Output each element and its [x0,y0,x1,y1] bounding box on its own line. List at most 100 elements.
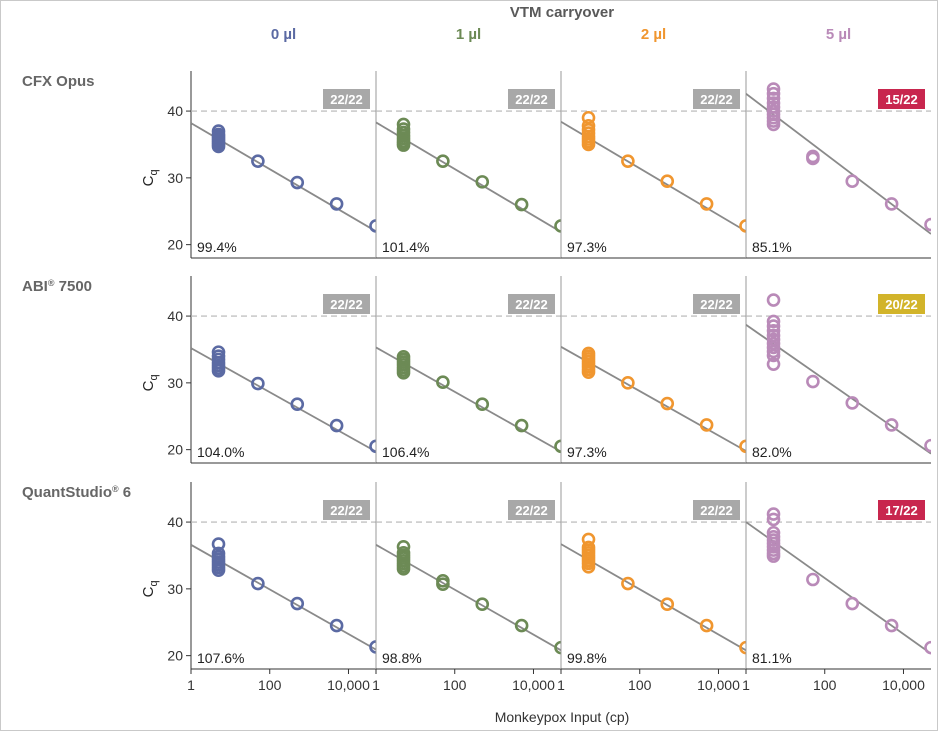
detection-badge [693,294,740,314]
data-point [766,348,781,363]
row-label: QuantStudio® 6 [22,484,131,501]
data-point [211,364,226,378]
detection-badge [508,500,555,520]
data-point [211,139,226,154]
data-point [369,219,376,233]
detection-badge [323,294,370,314]
data-point [699,418,714,432]
x-axis-title: Monkeypox Input (cp) [495,709,630,725]
x-tick-label: 100 [443,677,467,693]
y-tick-label: 40 [167,514,183,530]
data-point [251,376,265,391]
row-label: CFX Opus [22,73,95,90]
detection-badge [878,89,925,109]
efficiency-label: 82.0% [752,444,792,460]
data-point [290,175,305,190]
efficiency-label: 101.4% [382,239,429,255]
efficiency-label: 81.1% [752,650,792,666]
detection-badge [693,89,740,109]
y-axis-title: Cq [140,169,160,186]
data-point [845,174,860,188]
data-point [396,138,411,152]
data-point [514,418,529,433]
x-tick-label: 1 [742,677,750,693]
y-axis-title: Cq [140,580,160,597]
data-point [766,507,781,521]
data-point [660,174,675,188]
data-point [436,154,450,168]
data-point [621,376,635,390]
data-point [329,418,344,433]
detection-badge-label: 22/22 [330,297,363,312]
detection-badge [508,89,555,109]
detection-badge [878,294,925,314]
data-point [766,549,781,563]
plot-layer: 0 µl 1 µl 2 µl 5 µl CFX Opus ABI® 7500 QuantSt… [22,26,931,693]
efficiency-label: 107.6% [197,650,244,666]
detection-badge-label: 22/22 [700,297,733,312]
column-label: 2 µl [641,26,666,43]
data-point [329,618,344,633]
efficiency-label: 99.8% [567,650,607,666]
efficiency-label: 97.3% [567,239,607,255]
data-point [699,197,714,211]
data-point [739,439,746,454]
y-tick-label: 20 [167,237,183,253]
data-point [396,562,411,576]
detection-badge-label: 17/22 [885,503,918,518]
data-point [766,340,781,355]
x-tick-label: 1 [372,677,380,693]
data-point [436,375,450,389]
data-point [766,323,781,338]
data-point [554,640,561,655]
data-point [251,154,265,168]
data-point [475,597,490,612]
detection-badge [693,500,740,520]
data-point [211,537,226,551]
data-point [924,438,931,453]
data-point [660,597,675,612]
y-tick-label: 30 [167,170,183,186]
x-tick-label: 10,000 [882,677,925,693]
detection-badge-label: 22/22 [700,92,733,107]
data-point [581,560,596,574]
detection-badge [878,500,925,520]
data-point [699,618,714,633]
data-point [475,397,490,412]
data-point [766,357,781,371]
y-tick-label: 20 [167,648,183,664]
data-point [739,640,746,655]
data-point [290,397,305,412]
efficiency-label: 85.1% [752,239,792,255]
data-point [290,596,305,611]
data-point [806,374,820,389]
data-point [766,117,781,132]
data-point [369,640,376,654]
x-tick-label: 10,000 [512,677,555,693]
data-point [251,576,265,591]
data-point [554,219,561,233]
data-point [514,618,529,633]
data-point [514,197,529,212]
data-point [766,344,781,359]
efficiency-label: 97.3% [567,444,607,460]
efficiency-label: 106.4% [382,444,429,460]
data-point [924,217,931,232]
data-point [660,396,675,411]
carryover-header: VTM carryover [510,4,614,21]
data-point [884,618,899,633]
data-point [621,154,635,168]
x-tick-label: 100 [258,677,282,693]
data-point [884,418,899,432]
data-point [554,439,561,454]
data-point [329,197,344,211]
y-tick-label: 20 [167,442,183,458]
x-tick-label: 10,000 [697,677,740,693]
efficiency-label: 104.0% [197,444,244,460]
y-tick-label: 40 [167,308,183,324]
data-point [581,365,596,379]
data-point [739,219,746,233]
data-point [766,512,781,527]
x-tick-label: 10,000 [327,677,370,693]
data-point [621,576,635,591]
